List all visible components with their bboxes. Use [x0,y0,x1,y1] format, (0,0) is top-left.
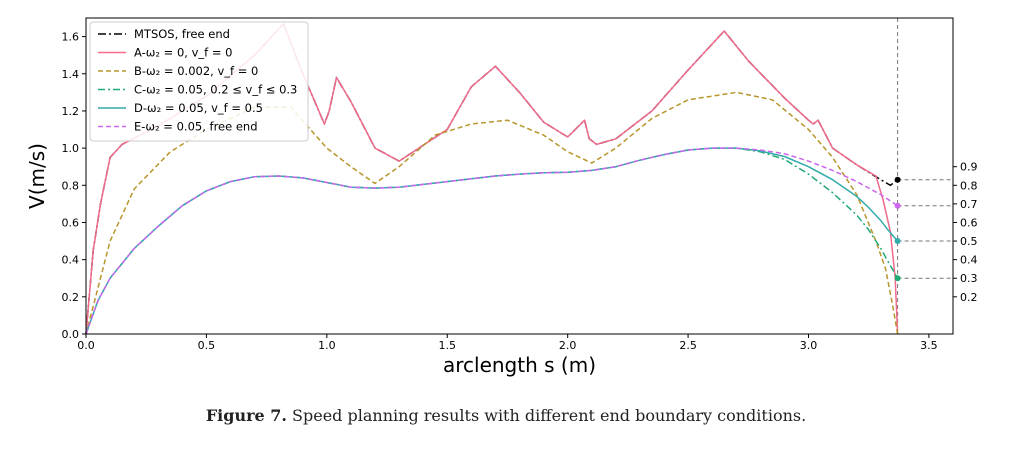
x-tick-label-3: 1.5 [439,339,457,352]
y-tick-label-3: 0.6 [62,216,80,229]
y-axis-label: V(m/s) [25,143,49,209]
end-point-2 [894,238,901,245]
figure-caption: Figure 7. Speed planning results with di… [0,406,1012,425]
legend-label-0: MTSOS, free end [134,27,230,41]
y-tick-label-7: 1.4 [62,68,80,81]
y-tick-label-2: 0.4 [62,254,80,267]
right-tick-label-2: 0.4 [960,254,978,267]
legend-label-5: E-ω₂ = 0.05, free end [134,120,258,134]
right-tick-label-4: 0.6 [960,216,978,229]
right-tick-label-6: 0.8 [960,179,978,192]
x-tick-label-2: 1.0 [318,339,336,352]
speed-chart: 0.0 0.5 1.0 1.5 2.0 2.5 3.0 3.5 0.0 0.2 0.4 0.6 0.8 1… [25,17,978,377]
caption-label: Figure 7. [205,406,287,425]
legend-label-1: A-ω₂ = 0, v_f = 0 [134,46,232,60]
plot-frame [85,17,954,335]
x-tick-label-0: 0.0 [77,339,95,352]
caption-text: Speed planning results with different en… [286,406,807,425]
right-tick-label-0: 0.2 [960,291,978,304]
legend-label-3: C-ω₂ = 0.05, 0.2 ≤ v_f ≤ 0.3 [134,83,297,97]
legend-label-2: B-ω₂ = 0.002, v_f = 0 [134,64,258,78]
x-tick-label-6: 3.0 [800,339,818,352]
end-point-3 [894,275,901,282]
end-point-0 [894,176,901,183]
y-tick-label-8: 1.6 [62,31,80,44]
y-tick-label-0: 0.0 [62,328,80,341]
right-tick-label-3: 0.5 [960,235,978,248]
legend-box [89,21,309,142]
y-tick-label-1: 0.2 [62,291,80,304]
axes: 0.0 0.5 1.0 1.5 2.0 2.5 3.0 3.5 0.0 0.2 0.4 0.6 0.8 1… [25,17,978,377]
right-tick-label-7: 0.9 [960,161,978,174]
legend: MTSOS, free end A-ω₂ = 0, v_f = 0 B-ω₂ = 0… [89,21,309,142]
x-tick-label-5: 2.5 [679,339,697,352]
legend-label-4: D-ω₂ = 0.05, v_f = 0.5 [134,101,263,115]
x-tick-label-1: 0.5 [198,339,216,352]
y-tick-label-6: 1.2 [62,105,80,118]
series-line-5 [85,147,899,335]
y-tick-label-5: 1.0 [62,142,80,155]
x-tick-label-7: 3.5 [920,339,938,352]
x-axis-label: arclength s (m) [443,353,596,377]
x-tick-label-4: 2.0 [559,339,577,352]
end-point-1 [894,202,901,209]
right-tick-label-5: 0.7 [960,198,978,211]
y-tick-label-4: 0.8 [62,179,80,192]
right-tick-label-1: 0.3 [960,272,978,285]
